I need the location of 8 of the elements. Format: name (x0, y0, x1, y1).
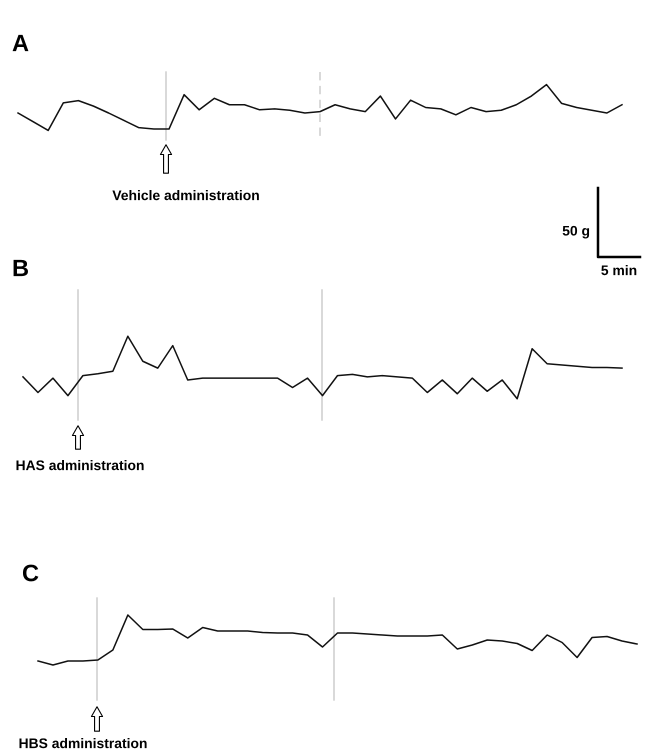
text: Vehicle administration (112, 190, 259, 200)
text: HAS administration (16, 460, 144, 470)
text: 50 g (562, 226, 590, 238)
chart-title: C (22, 564, 38, 582)
text: 5 min (601, 265, 636, 276)
chart-title: B (14, 260, 28, 276)
text: HBS administration (19, 738, 147, 748)
chart-title: A (12, 34, 28, 52)
